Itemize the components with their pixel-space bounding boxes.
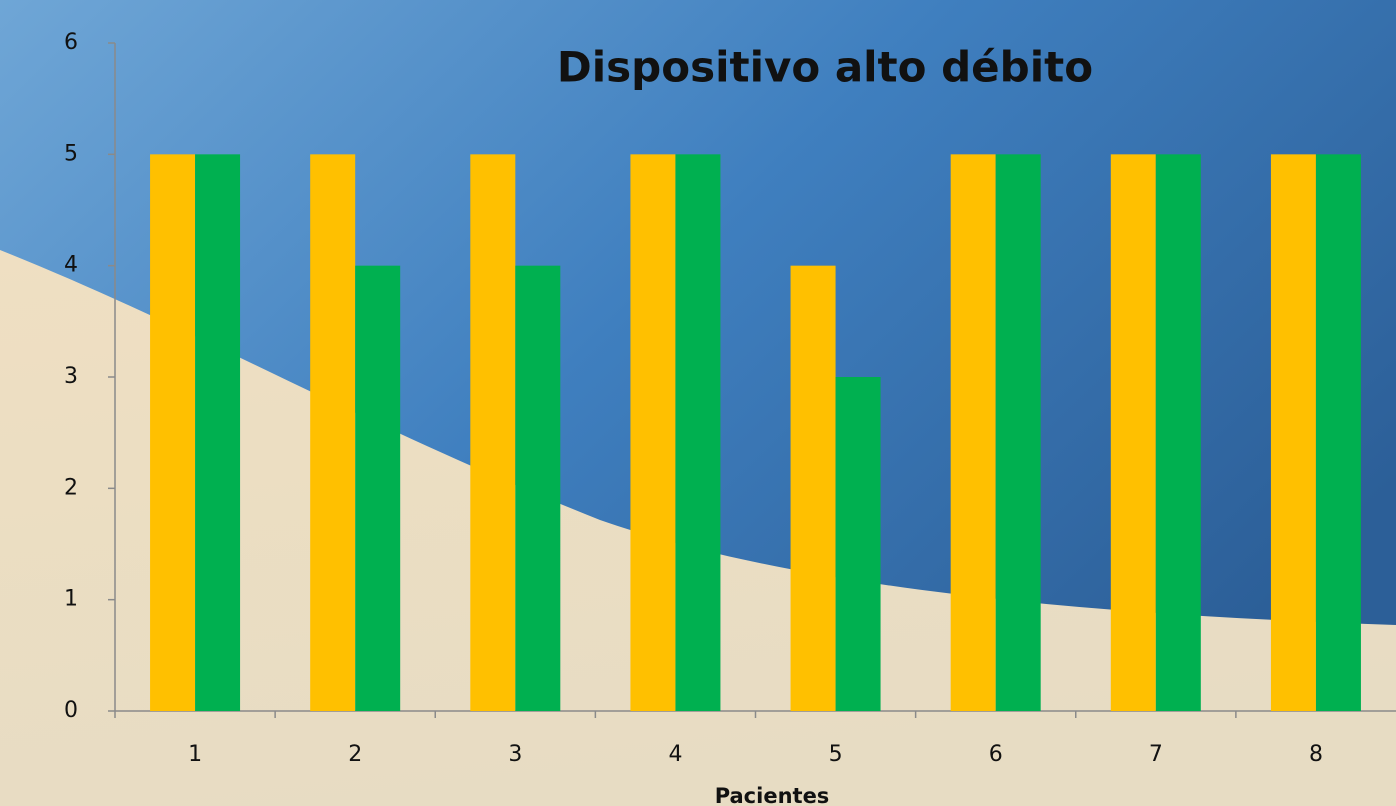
bar <box>1270 154 1316 712</box>
bar <box>1110 154 1156 712</box>
x-tick-label: 5 <box>829 742 843 767</box>
bar <box>195 154 241 712</box>
bar <box>675 154 721 712</box>
chart-title: Dispositivo alto débito <box>557 43 1093 92</box>
bar <box>470 154 516 712</box>
bar <box>950 154 996 712</box>
x-tick-label: 1 <box>188 742 202 767</box>
bar <box>995 154 1041 712</box>
bar <box>835 377 881 711</box>
bar <box>790 265 836 711</box>
x-tick-label: 3 <box>508 742 522 767</box>
x-axis-label: Pacientes <box>715 784 830 806</box>
x-tick-label: 4 <box>668 742 682 767</box>
x-tick-label: 7 <box>1149 742 1163 767</box>
y-tick-label: 0 <box>64 698 78 723</box>
bar <box>515 265 561 711</box>
x-tick-label: 8 <box>1309 742 1323 767</box>
bar <box>1315 154 1361 712</box>
y-tick-label: 5 <box>64 141 78 166</box>
bar <box>150 154 196 712</box>
y-tick-label: 1 <box>64 587 78 612</box>
bar <box>355 265 401 711</box>
y-tick-label: 2 <box>64 475 78 500</box>
bar <box>310 154 356 712</box>
y-tick-label: 3 <box>64 364 78 389</box>
x-tick-label: 2 <box>348 742 362 767</box>
y-tick-label: 6 <box>64 30 78 55</box>
x-tick-label: 6 <box>989 742 1003 767</box>
y-tick-label: 4 <box>64 253 78 278</box>
bar <box>630 154 676 712</box>
bar <box>1155 154 1201 712</box>
